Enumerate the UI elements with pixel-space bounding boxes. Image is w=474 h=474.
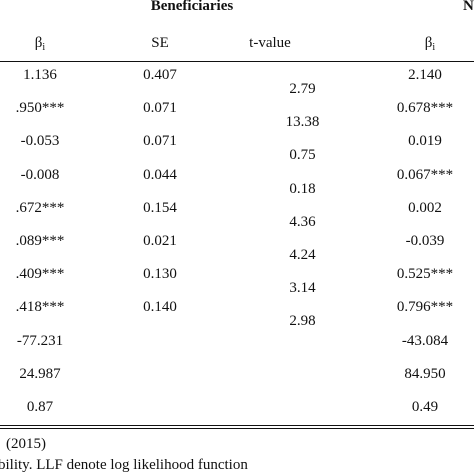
beta-left-cell: .672*** bbox=[15, 199, 65, 216]
se-cell: 0.044 bbox=[143, 166, 177, 183]
beta-right-cell: 0.019 bbox=[408, 133, 442, 150]
beta-left-cell: 0.87 bbox=[26, 399, 54, 415]
table-bottom-rule-1 bbox=[0, 425, 474, 426]
beta-right-cell: 0.678*** bbox=[396, 100, 454, 117]
tvalue-cell: 13.38 bbox=[285, 114, 320, 131]
se-cell: 0.407 bbox=[143, 67, 177, 83]
col-header-tvalue: t-value bbox=[249, 35, 291, 51]
footnote-source: (2015) bbox=[6, 435, 46, 453]
beta-right-cell: -0.039 bbox=[405, 233, 445, 249]
beta-right-cell: 0.067*** bbox=[396, 166, 454, 183]
se-cell: 0.071 bbox=[143, 100, 177, 117]
beta-right-cell: 0.49 bbox=[411, 399, 439, 415]
footnote-note: bility. LLF denote log likelihood functi… bbox=[0, 457, 248, 473]
beta-symbol: β bbox=[424, 35, 433, 51]
tvalue-cell: 4.24 bbox=[289, 247, 316, 263]
group-header-beneficiaries: Beneficiaries bbox=[150, 0, 234, 14]
beta-left-cell: .409*** bbox=[15, 266, 65, 283]
beta-subscript: i bbox=[432, 42, 436, 53]
beta-left-cell: -0.053 bbox=[20, 133, 60, 150]
beta-right-cell: 0.796*** bbox=[396, 299, 454, 316]
tvalue-cell: 2.79 bbox=[289, 81, 316, 97]
se-cell: 0.021 bbox=[143, 233, 177, 249]
tvalue-cell: 2.98 bbox=[289, 313, 316, 330]
header-rule bbox=[0, 61, 474, 62]
beta-left-cell: .089*** bbox=[15, 233, 65, 249]
beta-right-cell: 0.525*** bbox=[396, 266, 454, 283]
tvalue-cell: 0.18 bbox=[289, 180, 316, 197]
beta-left-cell: 24.987 bbox=[19, 365, 61, 382]
beta-left-cell: 1.136 bbox=[23, 67, 57, 83]
se-cell: 0.154 bbox=[143, 199, 177, 216]
tvalue-cell: 3.14 bbox=[289, 280, 316, 297]
se-cell: 0.140 bbox=[143, 299, 177, 316]
source-year: (2015) bbox=[6, 436, 46, 452]
beta-right-cell: 84.950 bbox=[404, 365, 446, 382]
col-header-beta-right: βi bbox=[380, 34, 474, 53]
beta-right-cell: -43.084 bbox=[401, 332, 449, 349]
col-header-beta-left: βi bbox=[0, 34, 80, 53]
tvalue-cell: 0.75 bbox=[289, 147, 316, 164]
beta-subscript: i bbox=[42, 42, 46, 53]
beta-left-cell: -0.008 bbox=[20, 166, 60, 183]
beta-left-cell: .418*** bbox=[15, 299, 65, 316]
tvalue-cell: 4.36 bbox=[289, 213, 316, 230]
table-bottom-rule-2 bbox=[0, 428, 474, 429]
beta-right-cell: 2.140 bbox=[408, 67, 442, 83]
beta-right-cell: 0.002 bbox=[408, 199, 442, 216]
group-header-right-fragment: N bbox=[463, 0, 474, 14]
se-cell: 0.071 bbox=[143, 133, 177, 150]
se-cell: 0.130 bbox=[143, 266, 177, 283]
col-header-se: SE bbox=[151, 35, 169, 51]
beta-symbol: β bbox=[34, 35, 43, 51]
beta-left-cell: -77.231 bbox=[16, 332, 64, 349]
beta-left-cell: .950*** bbox=[15, 100, 65, 117]
